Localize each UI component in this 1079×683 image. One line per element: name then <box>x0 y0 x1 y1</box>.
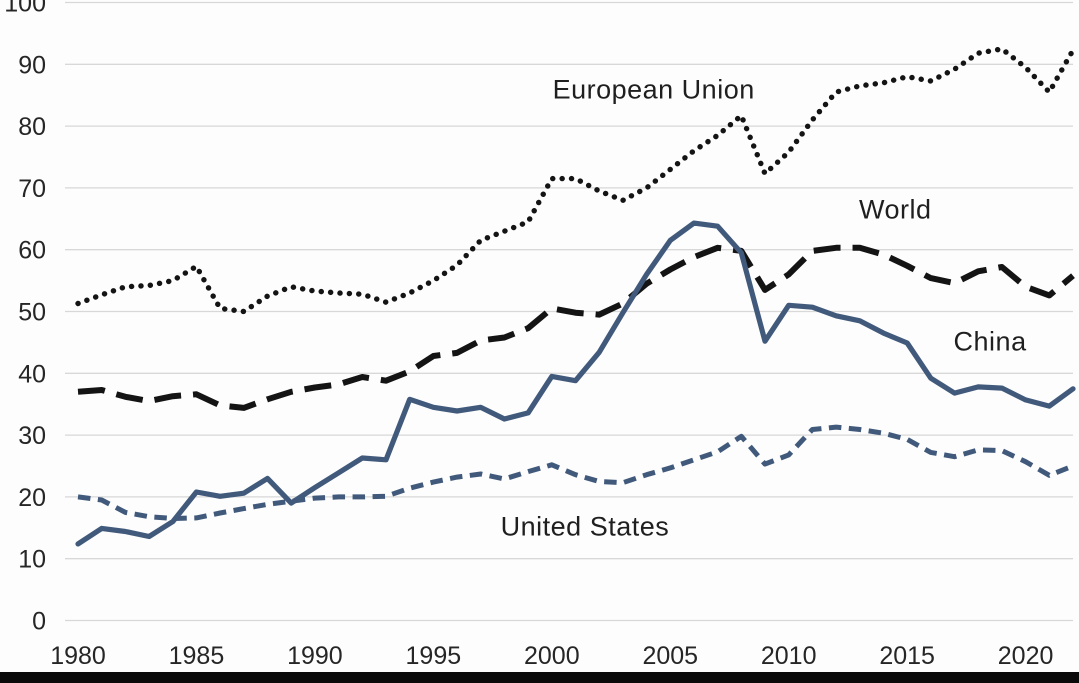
series-line-european-union <box>75 46 1076 315</box>
x-tick-label-2020: 2020 <box>998 642 1054 670</box>
y-tick-label-50: 50 <box>18 299 46 327</box>
y-tick-label-20: 20 <box>18 484 46 512</box>
y-tick-label-80: 80 <box>18 113 46 141</box>
series-label-china: China <box>953 326 1027 357</box>
y-tick-label-70: 70 <box>18 175 46 203</box>
x-tick-label-1995: 1995 <box>406 642 462 670</box>
x-tick-label-2000: 2000 <box>524 642 580 670</box>
y-tick-label-60: 60 <box>18 237 46 265</box>
series-label-european-union: European Union <box>552 74 755 105</box>
series-line-united-states <box>77 424 1074 521</box>
y-tick-label-100: 100 <box>4 0 46 18</box>
y-tick-label-90: 90 <box>18 51 46 79</box>
x-tick-label-1980: 1980 <box>50 642 106 670</box>
y-tick-label-10: 10 <box>18 546 46 574</box>
x-tick-label-2005: 2005 <box>642 642 698 670</box>
x-tick-label-1985: 1985 <box>169 642 225 670</box>
y-tick-label-30: 30 <box>18 422 46 450</box>
bottom-black-bar <box>0 672 1079 683</box>
series-label-united-states: United States <box>500 511 670 542</box>
y-tick-label-0: 0 <box>32 608 46 636</box>
x-tick-label-2015: 2015 <box>879 642 935 670</box>
x-tick-label-1990: 1990 <box>287 642 343 670</box>
series-label-world: World <box>859 194 932 225</box>
x-tick-label-2010: 2010 <box>761 642 817 670</box>
series-line-china <box>75 220 1076 547</box>
series-line-world <box>77 244 1075 411</box>
y-tick-label-40: 40 <box>18 360 46 388</box>
